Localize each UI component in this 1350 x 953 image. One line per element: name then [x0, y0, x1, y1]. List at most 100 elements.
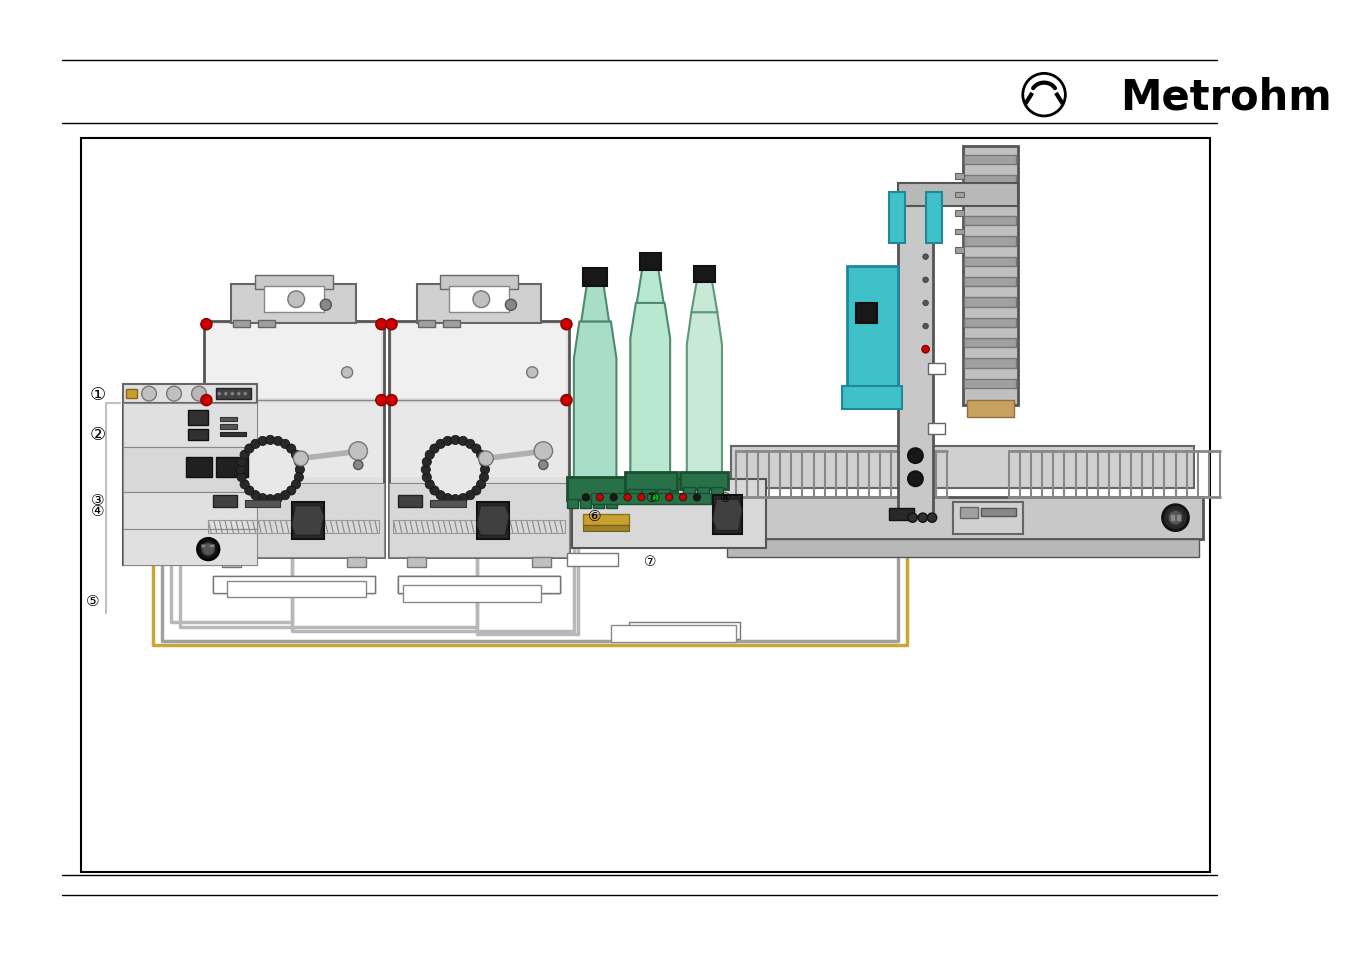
Polygon shape	[691, 280, 717, 313]
Circle shape	[443, 494, 452, 503]
Bar	[583, 515, 629, 525]
Bar	[123, 448, 258, 492]
Circle shape	[666, 494, 672, 501]
Bar	[398, 577, 560, 593]
Circle shape	[597, 494, 603, 501]
Polygon shape	[574, 322, 617, 484]
Bar	[964, 237, 1017, 246]
Bar	[964, 318, 1017, 328]
Bar	[964, 155, 1017, 165]
Circle shape	[429, 444, 439, 454]
Circle shape	[273, 436, 282, 446]
Circle shape	[477, 451, 486, 460]
Circle shape	[443, 436, 452, 446]
Bar	[694, 267, 714, 282]
Bar	[220, 417, 238, 422]
Circle shape	[459, 494, 467, 503]
Circle shape	[451, 495, 460, 504]
Circle shape	[451, 436, 460, 445]
Bar	[213, 577, 375, 593]
Circle shape	[294, 473, 304, 482]
Bar	[956, 230, 964, 235]
Circle shape	[142, 387, 157, 401]
Text: Metrohm: Metrohm	[1120, 76, 1331, 118]
Bar	[188, 411, 208, 426]
Bar	[418, 320, 435, 328]
Bar	[643, 490, 655, 497]
Bar	[392, 325, 567, 399]
Bar	[964, 257, 1017, 267]
Circle shape	[273, 494, 282, 503]
Bar	[204, 484, 385, 558]
Bar	[898, 183, 1018, 207]
Circle shape	[466, 491, 475, 500]
Bar	[123, 403, 258, 448]
Bar	[964, 216, 1017, 226]
Bar	[574, 479, 614, 499]
Bar	[956, 174, 964, 180]
Bar	[606, 499, 617, 509]
Bar	[888, 509, 914, 520]
Circle shape	[286, 486, 296, 496]
Bar	[960, 507, 979, 518]
Bar	[207, 325, 381, 399]
Circle shape	[238, 393, 240, 396]
Polygon shape	[630, 304, 670, 479]
Bar	[443, 320, 460, 328]
Circle shape	[243, 393, 247, 396]
Circle shape	[251, 491, 261, 500]
Circle shape	[909, 449, 923, 463]
Circle shape	[231, 393, 234, 396]
Bar	[227, 581, 366, 598]
Bar	[612, 625, 736, 642]
Bar	[888, 193, 906, 244]
Circle shape	[201, 543, 215, 556]
Bar	[898, 183, 933, 517]
Polygon shape	[292, 506, 324, 536]
Circle shape	[425, 480, 435, 490]
Bar	[223, 558, 240, 567]
Circle shape	[560, 395, 572, 406]
Bar	[926, 193, 942, 244]
Bar	[398, 577, 560, 593]
Circle shape	[201, 319, 212, 331]
Circle shape	[217, 393, 221, 396]
Bar	[567, 554, 618, 566]
Bar	[732, 447, 1193, 489]
Bar	[186, 457, 212, 477]
Bar	[929, 364, 945, 375]
Circle shape	[258, 436, 267, 446]
Bar	[964, 379, 1017, 389]
Circle shape	[429, 486, 439, 496]
Bar	[683, 488, 695, 494]
Bar	[964, 338, 1017, 348]
Bar	[981, 509, 1017, 517]
Bar	[1170, 515, 1174, 522]
Circle shape	[909, 472, 923, 487]
Circle shape	[436, 491, 446, 500]
Bar	[123, 492, 258, 529]
Polygon shape	[713, 499, 743, 531]
Bar	[956, 212, 964, 216]
Circle shape	[386, 395, 397, 406]
Circle shape	[479, 457, 489, 467]
Bar	[258, 320, 275, 328]
Bar	[572, 477, 617, 515]
Bar	[417, 285, 541, 324]
Bar	[292, 502, 324, 539]
Circle shape	[535, 442, 552, 461]
Bar	[572, 479, 767, 549]
Text: ⑤: ⑤	[86, 594, 100, 609]
Bar	[234, 320, 250, 328]
Circle shape	[354, 461, 363, 470]
Bar	[726, 539, 1199, 558]
Circle shape	[288, 292, 305, 308]
Bar	[593, 499, 605, 509]
Circle shape	[166, 387, 181, 401]
Bar	[967, 400, 1014, 417]
Circle shape	[526, 368, 537, 378]
Circle shape	[286, 444, 296, 454]
Circle shape	[240, 480, 250, 490]
Circle shape	[281, 439, 290, 449]
Bar	[263, 287, 324, 313]
